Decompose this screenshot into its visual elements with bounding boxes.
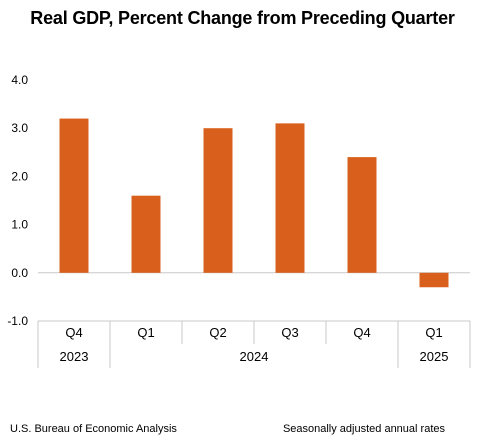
- bar: [131, 195, 161, 273]
- quarter-label: Q4: [65, 325, 82, 340]
- bars: [59, 118, 449, 288]
- y-tick-label: 3.0: [11, 121, 28, 135]
- source-note: U.S. Bureau of Economic Analysis: [10, 423, 177, 435]
- quarter-label: Q1: [137, 325, 154, 340]
- bar: [59, 118, 89, 273]
- quarter-label: Q1: [425, 325, 442, 340]
- quarter-label: Q2: [209, 325, 226, 340]
- quarter-label: Q4: [353, 325, 370, 340]
- x-axis: Q4 Q1 Q2 Q3 Q4 Q1 2023 2024 2025: [37, 320, 471, 368]
- bar: [347, 157, 377, 273]
- year-label: 2025: [420, 349, 449, 364]
- y-tick-label: -1.0: [7, 314, 28, 328]
- y-axis: 4.0 3.0 2.0 1.0 0.0 -1.0: [7, 73, 470, 328]
- quarter-label: Q3: [281, 325, 298, 340]
- y-tick-label: 0.0: [11, 266, 28, 280]
- year-label: 2023: [60, 349, 89, 364]
- bar: [419, 272, 449, 288]
- bar: [203, 128, 233, 273]
- y-tick-label: 1.0: [11, 218, 28, 232]
- chart-title: Real GDP, Percent Change from Preceding …: [30, 8, 455, 28]
- y-tick-label: 4.0: [11, 73, 28, 87]
- y-tick-label: 2.0: [11, 169, 28, 183]
- bar: [275, 123, 305, 273]
- year-label: 2024: [240, 349, 269, 364]
- rate-note: Seasonally adjusted annual rates: [282, 423, 445, 435]
